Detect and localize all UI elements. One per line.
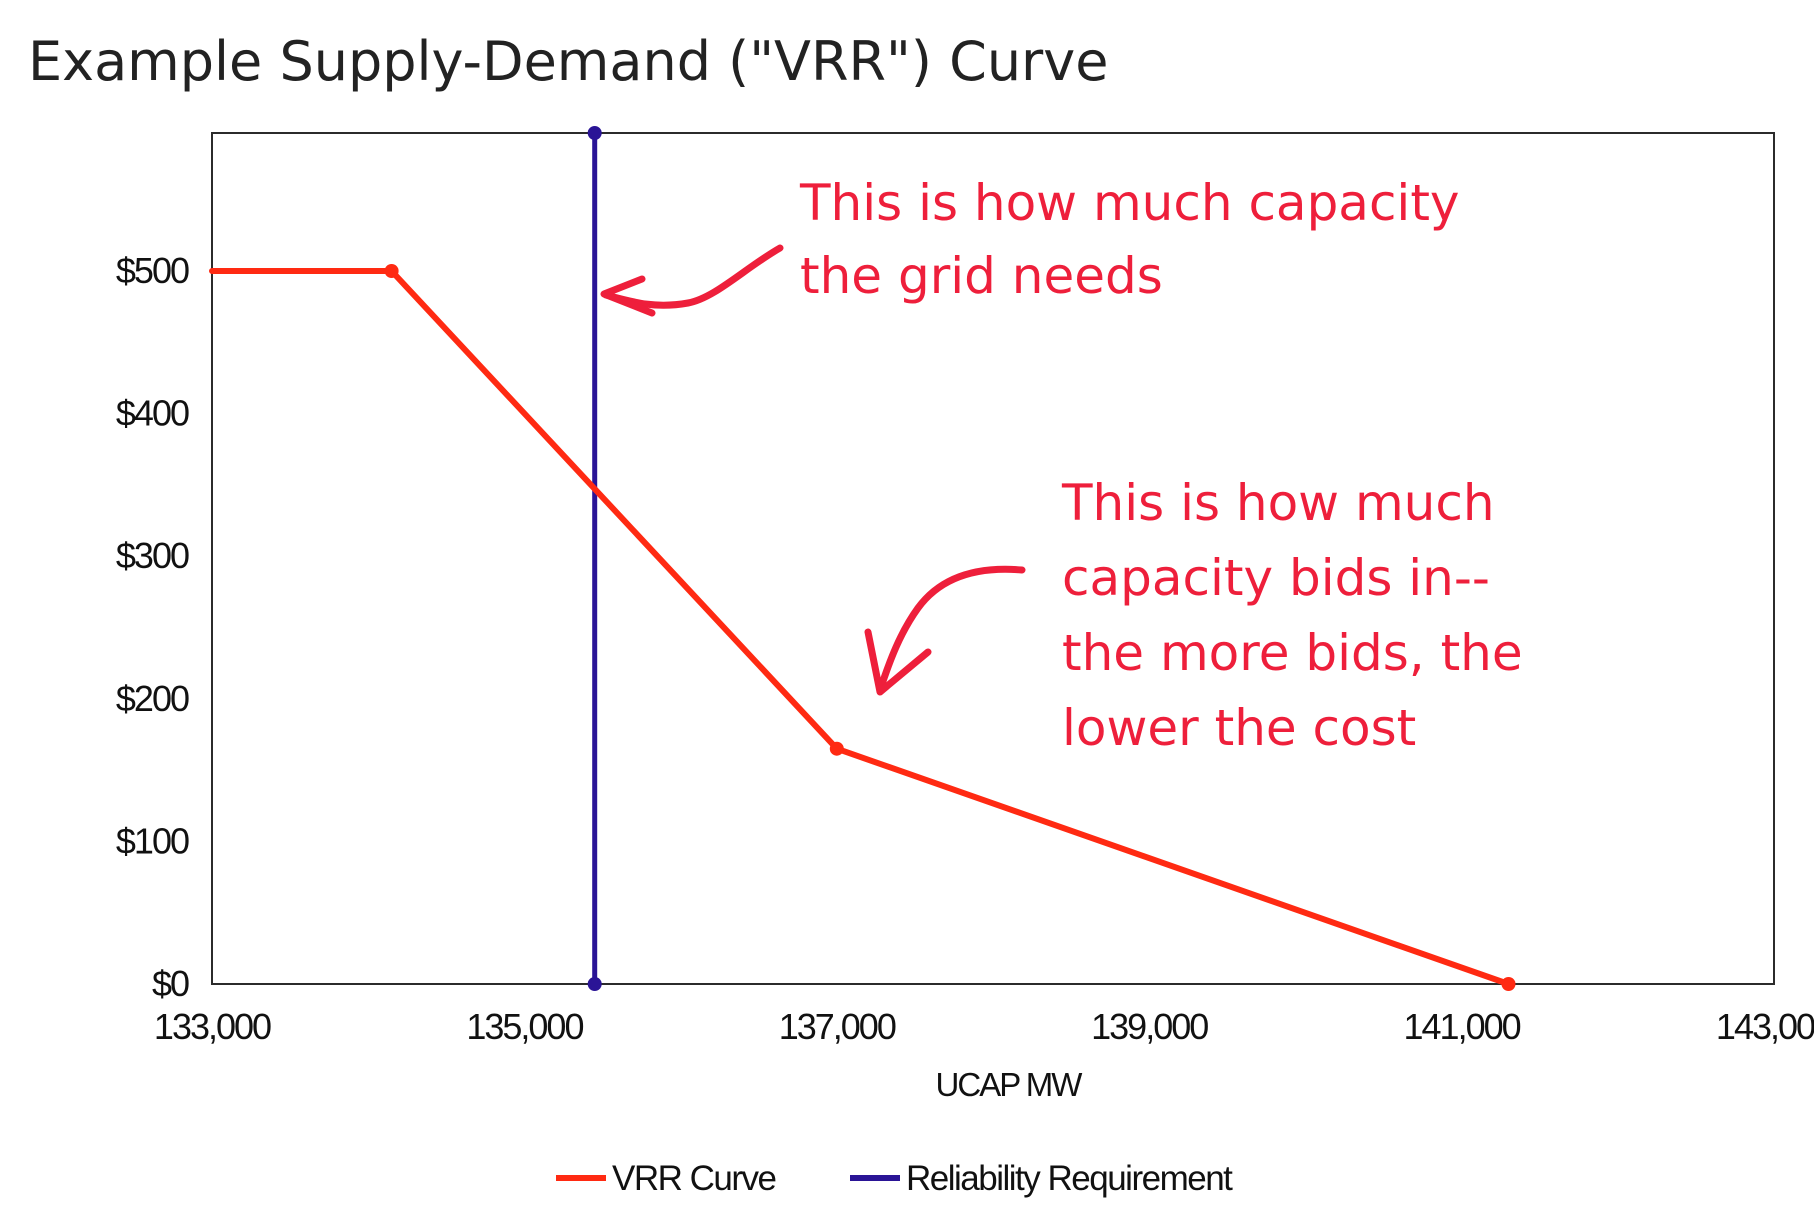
- annotation-capacity-bids-line-1: This is how much: [1061, 474, 1495, 532]
- annotation-capacity-bids: This is how much capacity bids in-- the …: [864, 474, 1523, 757]
- annotation-capacity-bids-line-2: capacity bids in--: [1062, 549, 1490, 607]
- series-layer: [209, 126, 1516, 991]
- annotation-grid-needs: This is how much capacity the grid needs: [600, 174, 1460, 317]
- x-tick-label: 141,000: [1404, 1006, 1521, 1047]
- data-point-vrr-curve: [829, 741, 844, 756]
- legend-item-vrr-curve: VRR Curve: [556, 1159, 777, 1198]
- annotation-capacity-bids-arrow: [876, 565, 1026, 694]
- y-tick-label: $500: [116, 250, 189, 291]
- y-axis-ticks: $0 $100 $200 $300 $400 $500: [116, 250, 191, 1004]
- x-axis-ticks: 133,000 135,000 137,000 139,000 141,000 143,0…: [154, 1006, 1814, 1047]
- x-tick-label: 135,000: [466, 1006, 583, 1047]
- data-point-reliability-requirement: [587, 977, 602, 991]
- x-tick-label: 133,000: [154, 1006, 271, 1047]
- data-point-vrr-curve: [1501, 977, 1516, 991]
- series-line-vrr-curve: [209, 268, 1512, 987]
- annotation-capacity-bids-arrowhead: [864, 628, 932, 696]
- annotation-grid-needs-line-2: the grid needs: [800, 247, 1163, 305]
- annotation-grid-needs-line-1: This is how much capacity: [799, 174, 1460, 232]
- data-point-vrr-curve: [384, 264, 399, 278]
- legend: VRR Curve Reliability Requirement: [556, 1159, 1235, 1198]
- y-tick-label: $100: [116, 820, 189, 861]
- y-tick-label: $200: [116, 678, 189, 719]
- data-point-reliability-requirement: [587, 126, 602, 140]
- annotation-capacity-bids-line-3: the more bids, the: [1062, 624, 1523, 682]
- chart-title: Example Supply-Demand ("VRR") Curve: [28, 30, 1108, 93]
- y-tick-label: $0: [152, 963, 189, 1004]
- x-tick-label: 143,000: [1716, 1006, 1814, 1047]
- x-tick-label: 139,000: [1091, 1006, 1208, 1047]
- legend-label-reliability-requirement: Reliability Requirement: [906, 1159, 1233, 1198]
- x-tick-label: 137,000: [779, 1006, 896, 1047]
- y-tick-label: $300: [116, 535, 189, 576]
- plot-area: [211, 132, 1775, 985]
- x-axis-label: UCAP MW: [936, 1066, 1084, 1103]
- legend-label-vrr-curve: VRR Curve: [612, 1159, 776, 1198]
- y-tick-label: $400: [116, 393, 189, 434]
- annotation-grid-needs-arrowhead: [600, 275, 656, 317]
- legend-item-reliability-requirement: Reliability Requirement: [850, 1159, 1235, 1198]
- annotation-capacity-bids-line-4: lower the cost: [1062, 699, 1416, 757]
